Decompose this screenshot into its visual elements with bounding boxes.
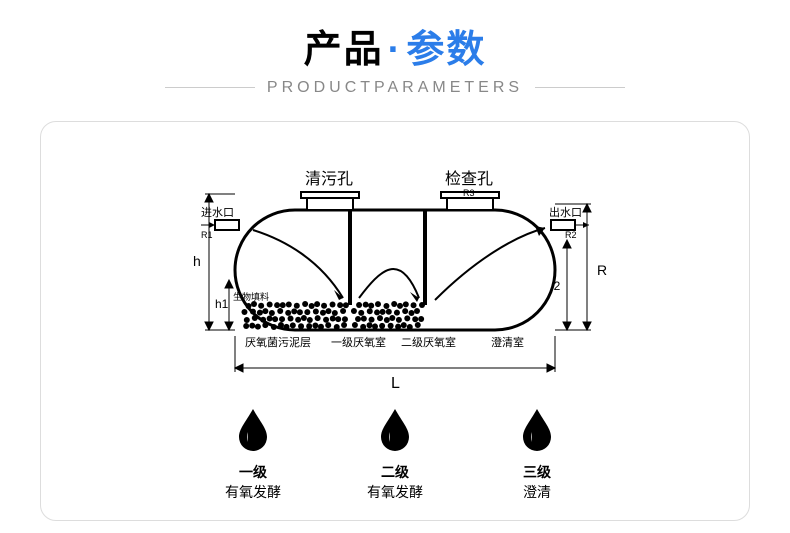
label-h: h [193,253,201,269]
title-cn: 产品·参数 [0,18,790,73]
dim-h2 [563,240,571,330]
label-r1: R1 [201,230,213,240]
tank-diagram: h h1 R h2 [135,140,655,400]
stage-3: 三级 澄清 [492,407,582,502]
label-inlet: 进水口 [201,206,234,219]
inlet [201,220,239,230]
stage-1: 一级 有氧发酵 [208,407,298,502]
page: 产品·参数 PRODUCTPARAMETERS h h1 [0,0,790,533]
chamber-3: 澄清室 [491,335,524,349]
title-dot: · [388,29,403,71]
stage-3-line1: 三级 [492,462,582,482]
manhole-1 [301,192,359,210]
title-en: PRODUCTPARAMETERS [0,79,790,97]
drop-icon [236,407,270,451]
stage-1-line1: 一级 [208,462,298,482]
chamber-0: 厌氧菌污泥层 [245,335,311,349]
label-bio-fill: 生物填料 [233,291,269,302]
drop-icon [378,407,412,451]
manhole-2-label: 检查孔 [445,170,493,188]
title-part2: 参数 [406,29,486,71]
drop-icon [520,407,554,451]
label-outlet: 出水口 [549,205,582,219]
title-part1: 产品 [304,29,384,71]
manhole-1-label: 清污孔 [305,170,353,188]
stage-2-line1: 二级 [350,462,440,482]
label-L: L [391,375,400,392]
outlet [551,220,589,230]
stage-2: 二级 有氧发酵 [350,407,440,502]
diagram-card: h h1 R h2 [40,121,750,521]
stage-2-line2: 有氧发酵 [350,482,440,502]
title-block: 产品·参数 PRODUCTPARAMETERS [0,0,790,97]
chamber-2: 二级厌氧室 [401,335,456,349]
label-h1: h1 [215,297,229,311]
label-r2: R2 [565,230,577,240]
chamber-1: 一级厌氧室 [331,335,386,349]
stage-3-line2: 澄清 [492,482,582,502]
manhole-2-sub: R3 [463,188,475,198]
label-R: R [597,262,607,278]
stage-1-line2: 有氧发酵 [208,482,298,502]
stages-row: 一级 有氧发酵 二级 有氧发酵 三级 澄清 [41,407,749,502]
